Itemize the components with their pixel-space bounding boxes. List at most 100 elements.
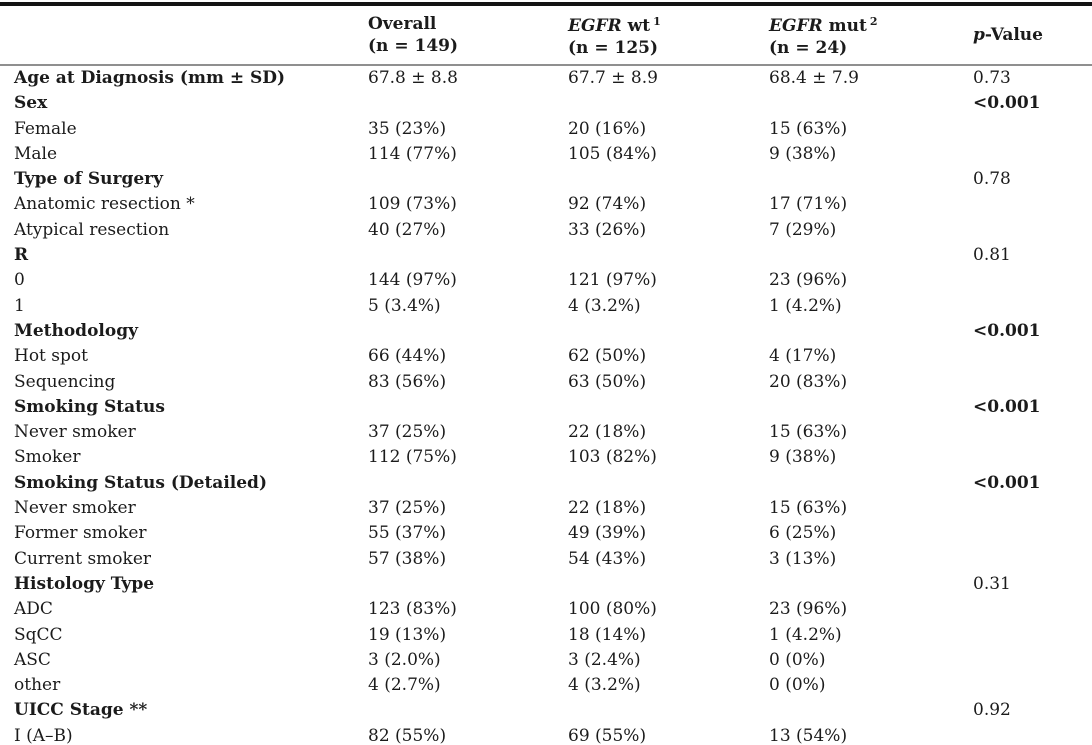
row-label: Never smoker bbox=[14, 498, 136, 519]
egfr-mut-n: (n = 24) bbox=[769, 38, 848, 58]
footnote-superscript-1: 1 bbox=[653, 15, 661, 28]
egfr-wt-value: 100 (80%) bbox=[568, 599, 657, 620]
overall-value: 67.8 ± 8.8 bbox=[368, 68, 458, 88]
overall-value bbox=[368, 91, 568, 116]
egfr-mut-value: 9 (38%) bbox=[769, 143, 837, 164]
egfr-wt-value: 103 (82%) bbox=[568, 447, 657, 468]
footnote-superscript-2: 2 bbox=[869, 15, 878, 28]
table-row: 1 5 (3.4%) 4 (3.2%) 1 (4.2%) bbox=[0, 294, 1092, 319]
row-label: Histology Type bbox=[14, 573, 155, 594]
table-row: Sequencing 83 (56%) 63 (50%) 20 (83%) bbox=[0, 370, 1092, 395]
p-value bbox=[973, 192, 1092, 217]
egfr-wt-value: 33 (26%) bbox=[568, 219, 647, 240]
overall-title: Overall bbox=[368, 14, 437, 34]
egfr-mut-value: 68.4 ± 7.9 bbox=[769, 68, 859, 88]
column-header-overall: Overall (n = 149) bbox=[368, 4, 568, 65]
overall-value bbox=[368, 167, 568, 192]
overall-value: 40 (27%) bbox=[368, 219, 447, 240]
egfr-mut-value bbox=[769, 698, 973, 723]
egfr-wt-value bbox=[568, 395, 769, 420]
p-italic: p bbox=[973, 25, 985, 45]
egfr-mut-value: 9 (38%) bbox=[769, 447, 837, 468]
column-header-blank bbox=[0, 4, 368, 65]
egfr-wt-value: 54 (43%) bbox=[568, 548, 647, 569]
p-value bbox=[973, 268, 1092, 293]
egfr-wt-value bbox=[568, 167, 769, 192]
overall-value: 35 (23%) bbox=[368, 118, 447, 139]
overall-value: 4 (2.7%) bbox=[368, 675, 441, 696]
egfr-wt-value bbox=[568, 243, 769, 268]
p-value: <0.001 bbox=[973, 320, 1041, 341]
egfr-wt-value bbox=[568, 471, 769, 496]
overall-value: 83 (56%) bbox=[368, 371, 447, 392]
egfr-wt-title: EGFR wt 1 bbox=[568, 11, 769, 37]
row-label: Methodology bbox=[14, 320, 138, 341]
egfr-wt-value bbox=[568, 572, 769, 597]
overall-value: 5 (3.4%) bbox=[368, 295, 441, 316]
p-value bbox=[973, 521, 1092, 546]
egfr-mut-value: 6 (25%) bbox=[769, 523, 837, 544]
egfr-mut-value bbox=[769, 91, 973, 116]
egfr-wt-value: 105 (84%) bbox=[568, 143, 657, 164]
overall-value bbox=[368, 395, 568, 420]
p-value: 0.31 bbox=[973, 573, 1011, 594]
p-value bbox=[973, 294, 1092, 319]
egfr-wt-value: 4 (3.2%) bbox=[568, 675, 641, 696]
row-label: UICC Stage ** bbox=[14, 700, 148, 721]
egfr-wt-value bbox=[568, 698, 769, 723]
p-value-label: -Value bbox=[984, 25, 1043, 45]
table-row: ASC 3 (2.0%) 3 (2.4%) 0 (0%) bbox=[0, 648, 1092, 673]
overall-value: 82 (55%) bbox=[368, 725, 447, 745]
table-row: Smoking Status <0.001 bbox=[0, 395, 1092, 420]
egfr-wt-value: 49 (39%) bbox=[568, 523, 647, 544]
row-label: 1 bbox=[14, 295, 25, 316]
table-row: ADC 123 (83%) 100 (80%) 23 (96%) bbox=[0, 597, 1092, 622]
row-label: Anatomic resection * bbox=[14, 194, 195, 215]
p-value: 0.81 bbox=[973, 245, 1011, 266]
egfr-wt-value: 22 (18%) bbox=[568, 422, 647, 443]
table-row: Hot spot 66 (44%) 62 (50%) 4 (17%) bbox=[0, 344, 1092, 369]
p-value bbox=[973, 547, 1092, 572]
header-row: Overall (n = 149) EGFR wt 1 (n = 125) EGF… bbox=[0, 4, 1092, 65]
row-label: SqCC bbox=[14, 624, 63, 645]
egfr-mut-label: mut bbox=[828, 16, 867, 36]
row-label: 0 bbox=[14, 270, 25, 291]
egfr-mut-value: 20 (83%) bbox=[769, 371, 848, 392]
p-value bbox=[973, 142, 1092, 167]
p-value: <0.001 bbox=[973, 396, 1041, 417]
egfr-mut-value: 0 (0%) bbox=[769, 649, 826, 670]
table-row: Anatomic resection * 109 (73%) 92 (74%) 17 … bbox=[0, 192, 1092, 217]
p-value: 0.73 bbox=[973, 68, 1011, 88]
table-row: Sex <0.001 bbox=[0, 91, 1092, 116]
p-value bbox=[973, 623, 1092, 648]
table-row: Smoking Status (Detailed) <0.001 bbox=[0, 471, 1092, 496]
egfr-mut-value: 23 (96%) bbox=[769, 599, 848, 620]
p-value: <0.001 bbox=[973, 472, 1041, 493]
egfr-wt-label: wt bbox=[627, 16, 651, 36]
egfr-wt-value bbox=[568, 319, 769, 344]
overall-value: 3 (2.0%) bbox=[368, 649, 441, 670]
table-row: UICC Stage ** 0.92 bbox=[0, 698, 1092, 723]
egfr-mut-value: 1 (4.2%) bbox=[769, 295, 842, 316]
egfr-mut-value: 0 (0%) bbox=[769, 675, 826, 696]
egfr-wt-value: 22 (18%) bbox=[568, 498, 647, 519]
table-header: Overall (n = 149) EGFR wt 1 (n = 125) EGF… bbox=[0, 4, 1092, 65]
p-value bbox=[973, 117, 1092, 142]
p-value: <0.001 bbox=[973, 93, 1041, 114]
egfr-mut-value bbox=[769, 167, 973, 192]
egfr-mut-value: 15 (63%) bbox=[769, 498, 848, 519]
overall-value: 57 (38%) bbox=[368, 548, 447, 569]
table-row: Male 114 (77%) 105 (84%) 9 (38%) bbox=[0, 142, 1092, 167]
p-value bbox=[973, 344, 1092, 369]
column-header-egfr-wt: EGFR wt 1 (n = 125) bbox=[568, 4, 769, 65]
table-row: R 0.81 bbox=[0, 243, 1092, 268]
table-row: Methodology <0.001 bbox=[0, 319, 1092, 344]
overall-n: (n = 149) bbox=[368, 36, 459, 56]
overall-value bbox=[368, 243, 568, 268]
egfr-mut-value: 3 (13%) bbox=[769, 548, 837, 569]
egfr-wt-value: 92 (74%) bbox=[568, 194, 647, 215]
overall-value: 37 (25%) bbox=[368, 498, 447, 519]
egfr-mut-value bbox=[769, 395, 973, 420]
table-body: Age at Diagnosis (mm ± SD) 67.8 ± 8.8 67.7… bbox=[0, 65, 1092, 745]
row-label: Smoker bbox=[14, 447, 81, 468]
